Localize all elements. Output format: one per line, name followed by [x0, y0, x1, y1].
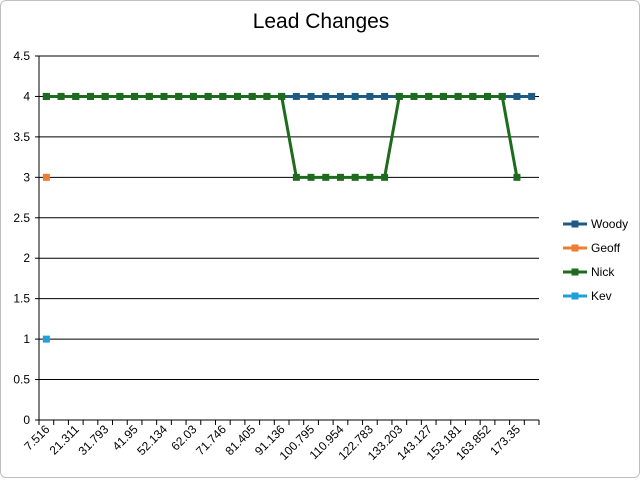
data-point-nick — [101, 92, 109, 100]
data-point-nick — [351, 173, 359, 181]
data-point-kev — [42, 335, 50, 343]
x-tick-label: 52.134 — [134, 422, 170, 458]
data-point-woody — [292, 92, 300, 100]
data-point-woody — [336, 92, 344, 100]
x-tick-label: 81.405 — [223, 422, 259, 458]
y-tick-label: 2.5 — [13, 211, 30, 225]
data-point-woody — [307, 92, 315, 100]
data-point-nick — [86, 92, 94, 100]
legend-label-kev: Kev — [591, 289, 612, 303]
y-tick-label: 1 — [23, 332, 30, 346]
data-point-nick — [175, 92, 183, 100]
data-point-nick — [42, 92, 50, 100]
y-tick-label: 3 — [23, 170, 30, 184]
data-point-nick — [484, 92, 492, 100]
series-lines — [42, 92, 536, 343]
x-tick-label: 21.311 — [47, 422, 82, 457]
data-point-woody — [513, 92, 521, 100]
data-point-nick — [263, 92, 271, 100]
data-point-nick — [410, 92, 418, 100]
data-point-nick — [336, 173, 344, 181]
data-point-nick — [116, 92, 124, 100]
data-point-nick — [234, 92, 242, 100]
y-tick-label: 1.5 — [13, 292, 30, 306]
legend-marker-nick — [571, 268, 579, 276]
data-point-geoff — [42, 173, 50, 181]
data-point-nick — [322, 173, 330, 181]
y-tick-label: 2 — [23, 251, 30, 265]
series-nick — [42, 92, 521, 181]
data-point-nick — [160, 92, 168, 100]
data-point-nick — [513, 173, 521, 181]
chart-title: Lead Changes — [252, 10, 390, 33]
legend-label-nick: Nick — [591, 265, 615, 279]
data-point-woody — [322, 92, 330, 100]
data-point-nick — [292, 173, 300, 181]
data-point-woody — [528, 92, 536, 100]
y-tick-label: 0.5 — [13, 373, 30, 387]
data-point-nick — [469, 92, 477, 100]
data-point-nick — [395, 92, 403, 100]
y-tick-label: 3.5 — [13, 130, 30, 144]
data-point-nick — [204, 92, 212, 100]
data-point-nick — [248, 92, 256, 100]
x-tick-label: 31.793 — [75, 422, 111, 458]
x-tick-label: 173.35 — [487, 422, 523, 458]
series-segment-nick — [500, 94, 519, 179]
data-point-nick — [57, 92, 65, 100]
series-geoff — [42, 173, 50, 181]
y-tick-label: 4 — [23, 89, 30, 103]
series-segment-nick — [383, 94, 401, 179]
legend-item-woody: Woody — [563, 217, 628, 231]
legend-label-geoff: Geoff — [591, 241, 621, 255]
legend-marker-geoff — [571, 244, 579, 252]
data-point-nick — [366, 173, 374, 181]
axes: 00.511.522.533.544.57.51621.31131.79341.… — [13, 49, 540, 463]
gridlines — [39, 55, 539, 421]
x-tick-label: 71.746 — [193, 422, 229, 458]
series-segment-nick — [280, 94, 298, 179]
series-kev — [42, 335, 50, 343]
data-point-nick — [439, 92, 447, 100]
data-point-nick — [219, 92, 227, 100]
data-point-nick — [72, 92, 80, 100]
data-point-nick — [189, 92, 197, 100]
y-tick-label: 0 — [23, 413, 30, 427]
data-point-nick — [425, 92, 433, 100]
legend-item-kev: Kev — [563, 289, 612, 303]
data-point-nick — [278, 92, 286, 100]
legend-marker-kev — [571, 292, 579, 300]
data-point-woody — [366, 92, 374, 100]
data-point-nick — [131, 92, 139, 100]
legend-marker-woody — [571, 220, 579, 228]
legend-item-nick: Nick — [563, 265, 615, 279]
legend-item-geoff: Geoff — [563, 241, 621, 255]
data-point-woody — [381, 92, 389, 100]
legend-label-woody: Woody — [591, 217, 628, 231]
y-tick-label: 4.5 — [13, 49, 30, 63]
data-point-nick — [498, 92, 506, 100]
data-point-nick — [454, 92, 462, 100]
data-point-nick — [307, 173, 315, 181]
data-point-nick — [145, 92, 153, 100]
legend: Woody Geoff Nick Kev — [563, 217, 628, 303]
data-point-nick — [381, 173, 389, 181]
data-point-woody — [351, 92, 359, 100]
